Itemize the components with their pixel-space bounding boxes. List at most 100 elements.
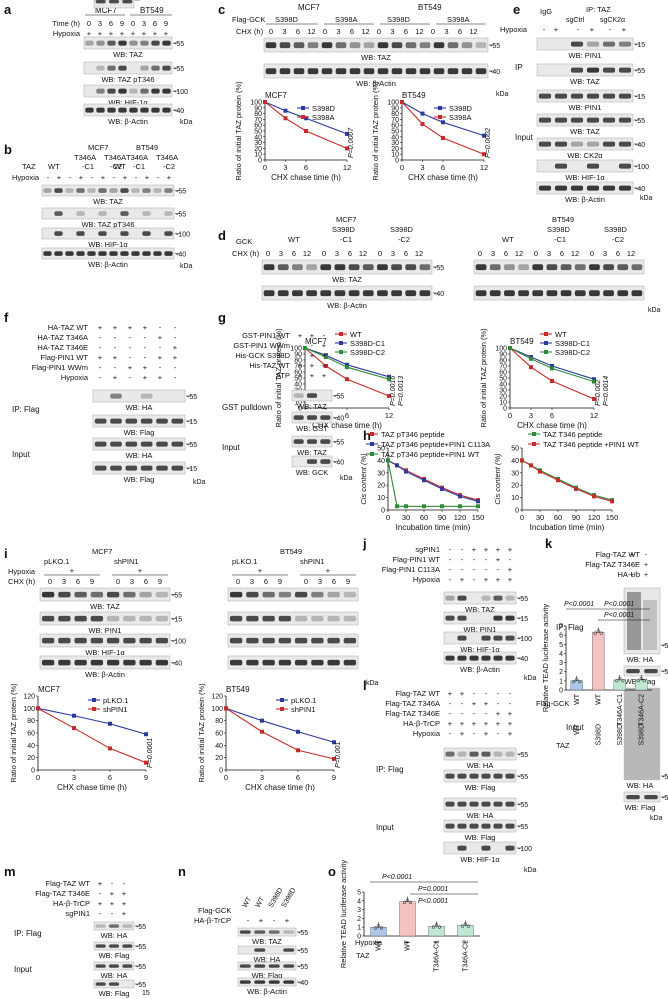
panel-letter-k: k	[545, 536, 553, 551]
band	[538, 117, 552, 123]
blot-n-3-membrane	[237, 977, 297, 987]
row-value: +	[113, 353, 118, 362]
row-label: GST-PIN1 WWm	[233, 341, 290, 350]
row-value: +	[122, 909, 127, 918]
band	[391, 264, 402, 271]
band	[327, 659, 340, 666]
series-line	[509, 347, 595, 380]
band	[348, 264, 360, 271]
band	[493, 823, 503, 829]
band	[94, 441, 107, 447]
data-point	[440, 486, 444, 491]
blot-label: WB: HIF-1α	[108, 98, 148, 107]
y-tick-label: 40	[27, 743, 35, 750]
blot-n-0-membrane	[237, 927, 297, 937]
row-value: +	[496, 555, 501, 564]
row-label: Flag-PIN1 WWm	[32, 363, 88, 372]
band	[164, 231, 173, 236]
data-point	[332, 740, 336, 745]
series-line	[387, 459, 479, 502]
y-tick-label: 50	[254, 129, 262, 136]
band	[518, 290, 529, 297]
data-point	[550, 364, 554, 368]
row-value: -	[485, 709, 488, 718]
band	[505, 823, 515, 829]
row-value: +	[310, 351, 315, 360]
chart-title: BT549	[402, 91, 426, 100]
blot-l-4-membrane	[443, 841, 517, 855]
y-tick-label: 1	[357, 925, 361, 932]
legend-entry: S398D-C1	[350, 339, 385, 348]
blot-label: WB: β-Actin	[85, 670, 125, 679]
band	[405, 68, 417, 75]
blot-label: WB: β-Actin	[356, 79, 396, 88]
row-label: Hypoxia	[500, 25, 528, 34]
band	[481, 751, 491, 757]
chart-title: BT549	[226, 685, 250, 694]
row-value: -	[473, 575, 476, 584]
data-point	[395, 463, 399, 468]
row-value: +	[310, 371, 315, 380]
blot-l-2	[443, 797, 517, 811]
blot-b-3-membrane	[41, 247, 175, 260]
band	[447, 68, 459, 75]
band	[54, 251, 63, 256]
band	[142, 188, 151, 193]
data-point	[345, 365, 349, 370]
row-value: +	[508, 729, 513, 738]
data-point	[440, 504, 444, 509]
mw-label: -55	[635, 68, 645, 75]
row-label: HA-TAZ WT	[48, 323, 89, 332]
kda-label: kDa	[524, 675, 537, 682]
y-tick-label: 0	[559, 688, 563, 695]
row-value: 3	[282, 27, 286, 36]
data-point	[72, 726, 76, 731]
band	[445, 595, 455, 601]
band	[262, 637, 275, 644]
row-label: Hypoxia	[8, 567, 36, 576]
legend-entry: pLKO.1	[103, 696, 128, 705]
band	[292, 264, 303, 271]
band	[90, 591, 104, 598]
band	[98, 211, 107, 216]
band	[306, 459, 318, 464]
band	[108, 924, 120, 928]
y-axis-label: Relative TEAD luciferase activity	[339, 860, 348, 968]
row-value: 6	[348, 249, 352, 258]
band	[589, 264, 600, 271]
data-point	[304, 116, 308, 121]
replicate-dot	[405, 898, 410, 903]
x-axis-label: Incubation time (min)	[530, 523, 605, 532]
data-point	[387, 377, 391, 382]
x-tick-label: 60	[554, 513, 562, 522]
band	[306, 393, 318, 398]
row-value: -	[91, 173, 94, 182]
replicate-dot	[434, 923, 439, 927]
y-tick-label: 60	[215, 731, 223, 738]
row-value: +	[434, 938, 439, 947]
panel-letter-h: h	[363, 428, 371, 443]
band	[294, 615, 308, 622]
panel-letter-l: l	[363, 678, 367, 693]
row-value: 9	[120, 19, 124, 28]
row-value: 9	[164, 19, 168, 28]
legend-marker	[339, 350, 343, 354]
row-label: GST-PIN1 WT	[242, 331, 290, 340]
band	[343, 659, 357, 666]
x-tick-label: 60	[420, 513, 428, 522]
blot-k-ip-flag-membrane	[623, 665, 661, 677]
row-value: -	[69, 173, 72, 182]
band	[277, 264, 289, 271]
mw-label: -55	[334, 394, 344, 401]
legend-entry: S398D-C2	[350, 348, 385, 357]
band	[254, 948, 266, 952]
row-label: GCK	[236, 237, 252, 246]
band	[85, 40, 94, 46]
band	[139, 615, 152, 622]
band	[560, 290, 572, 297]
row-value: -	[645, 552, 648, 559]
band	[532, 264, 544, 271]
blot-label: WB: Flag	[99, 951, 130, 960]
x-tick-label: 30	[536, 513, 544, 522]
legend-entry: TAZ pT346 peptide+PIN1 C113A	[381, 440, 490, 449]
